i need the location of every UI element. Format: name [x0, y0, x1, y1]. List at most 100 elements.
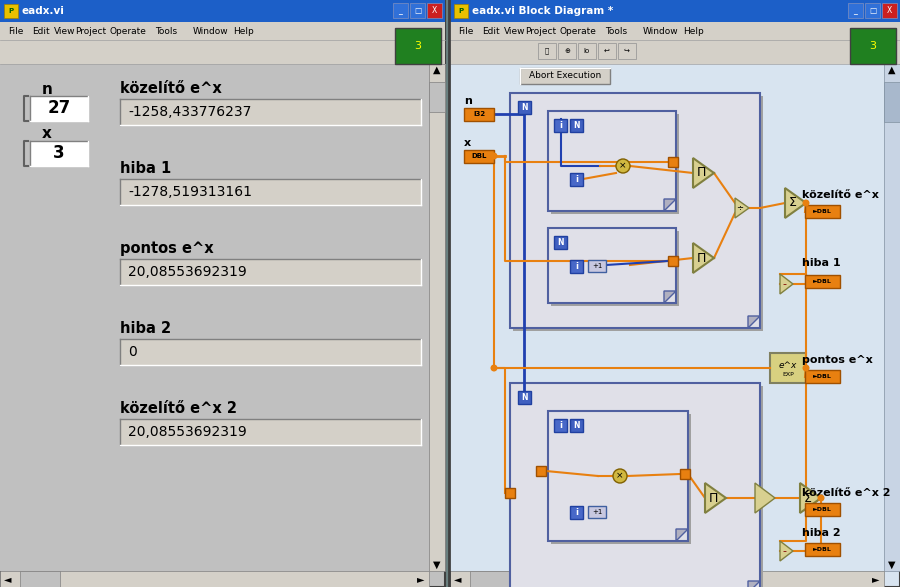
Bar	[429, 82, 445, 112]
Bar	[554, 236, 567, 249]
Text: Edit: Edit	[32, 26, 50, 35]
Text: Operate: Operate	[110, 26, 147, 35]
Bar	[570, 260, 583, 273]
Bar	[554, 419, 567, 432]
Text: Project: Project	[75, 26, 106, 35]
Polygon shape	[748, 581, 760, 587]
Text: i: i	[575, 508, 578, 517]
Text: Π: Π	[697, 251, 706, 265]
Bar	[454, 4, 468, 18]
Bar	[0, 22, 445, 40]
Text: +1: +1	[592, 263, 602, 269]
Bar	[548, 228, 676, 303]
Text: N: N	[521, 393, 527, 402]
Bar	[450, 40, 900, 64]
Text: +1: +1	[592, 509, 602, 515]
Bar	[393, 3, 408, 18]
Bar	[850, 28, 896, 64]
Text: Tools: Tools	[155, 26, 177, 35]
Text: □: □	[414, 6, 421, 15]
Bar	[0, 0, 445, 587]
Text: DBL: DBL	[472, 153, 487, 160]
Text: i: i	[575, 175, 578, 184]
Text: ◄: ◄	[4, 574, 12, 584]
Text: közelítő e^x 2: közelítő e^x 2	[802, 488, 890, 498]
Text: hiba 2: hiba 2	[802, 528, 841, 538]
Bar	[429, 64, 445, 571]
Text: -1278,519313161: -1278,519313161	[128, 185, 252, 199]
Polygon shape	[780, 274, 793, 294]
Bar	[0, 0, 445, 22]
Bar	[558, 43, 576, 59]
Polygon shape	[735, 198, 749, 218]
Text: P: P	[458, 8, 464, 14]
Bar	[0, 571, 429, 587]
Text: ▲: ▲	[888, 65, 896, 75]
Text: Abort Execution: Abort Execution	[529, 72, 601, 80]
Text: _: _	[399, 6, 402, 15]
Text: ►: ►	[418, 574, 425, 584]
Bar	[450, 571, 884, 587]
Text: eadx.vi Block Diagram *: eadx.vi Block Diagram *	[472, 6, 613, 16]
Bar	[120, 259, 421, 285]
Text: ►DBL: ►DBL	[813, 374, 832, 379]
Circle shape	[817, 494, 824, 501]
Bar	[464, 150, 494, 163]
Text: N: N	[521, 103, 527, 112]
Text: 0: 0	[128, 345, 137, 359]
Bar	[865, 3, 880, 18]
Bar	[668, 157, 678, 167]
Text: P: P	[8, 8, 14, 14]
Bar	[805, 503, 840, 516]
Bar	[518, 101, 531, 114]
Text: i: i	[575, 262, 578, 271]
Text: EXP: EXP	[782, 373, 794, 377]
Text: X: X	[886, 6, 892, 15]
Text: x: x	[464, 138, 471, 148]
Bar	[570, 173, 583, 186]
Polygon shape	[755, 483, 775, 513]
Text: i: i	[559, 121, 562, 130]
Bar	[450, 64, 884, 571]
Bar	[20, 571, 60, 587]
Text: Window: Window	[193, 26, 229, 35]
Text: Σ: Σ	[804, 491, 812, 504]
Text: -1258,433776237: -1258,433776237	[128, 105, 251, 119]
Text: x: x	[42, 127, 52, 141]
Bar	[0, 40, 445, 64]
Text: □: □	[868, 6, 876, 15]
Bar	[464, 108, 494, 121]
Bar	[570, 506, 583, 519]
Bar	[598, 43, 616, 59]
Polygon shape	[693, 243, 714, 273]
Text: hiba 2: hiba 2	[120, 321, 171, 336]
Text: 3: 3	[869, 41, 877, 51]
Text: e^x: e^x	[778, 360, 797, 369]
Text: N: N	[557, 238, 563, 247]
Text: pontos e^x: pontos e^x	[802, 355, 873, 365]
Bar	[427, 3, 442, 18]
Text: ÷: ÷	[736, 204, 743, 212]
Text: 27: 27	[48, 99, 70, 117]
Polygon shape	[664, 199, 676, 211]
Text: 20,08553692319: 20,08553692319	[128, 425, 247, 439]
Text: i: i	[559, 421, 562, 430]
Text: ►DBL: ►DBL	[813, 547, 832, 552]
Text: hiba 1: hiba 1	[802, 258, 841, 268]
Text: közelítő e^x 2: közelítő e^x 2	[120, 401, 237, 416]
Bar	[120, 179, 421, 205]
Polygon shape	[676, 529, 688, 541]
Bar	[548, 111, 676, 211]
Text: File: File	[458, 26, 473, 35]
Text: 3: 3	[53, 144, 65, 162]
Bar	[551, 231, 679, 306]
Text: Π: Π	[697, 167, 706, 180]
Bar	[120, 99, 421, 125]
Bar	[30, 96, 88, 121]
Text: X: X	[432, 6, 437, 15]
Text: 💡: 💡	[544, 48, 549, 55]
Text: N: N	[573, 421, 580, 430]
Polygon shape	[785, 188, 806, 218]
Text: közelítő e^x: közelítő e^x	[802, 190, 879, 200]
Bar	[518, 391, 531, 404]
